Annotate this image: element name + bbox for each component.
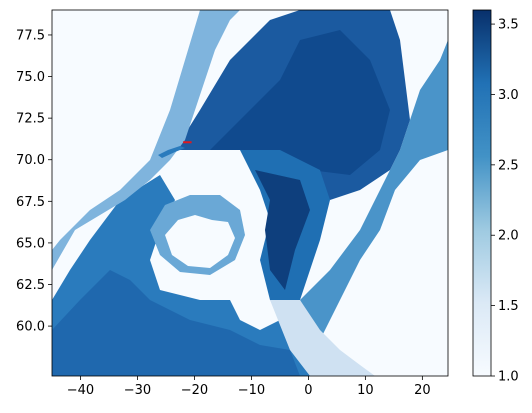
plot-frame xyxy=(51,9,449,377)
x-axis: −40 −30 −20 −10 0 10 20 xyxy=(67,376,431,398)
colorbar-tick-label: 3.5 xyxy=(498,18,519,33)
colorbar-tick-label: 2.0 xyxy=(498,229,519,244)
y-tick-label: 77.5 xyxy=(16,28,45,43)
colorbar-tick-label: 1.5 xyxy=(498,299,519,314)
x-tick-label: −20 xyxy=(181,383,208,398)
y-axis: 60.0 62.5 65.0 67.5 70.0 72.5 75.0 77.5 xyxy=(16,28,52,335)
colorbar-tick-label: 2.5 xyxy=(498,158,519,173)
y-tick-label: 70.0 xyxy=(16,153,45,168)
colorbar-tick-label: 3.0 xyxy=(498,88,519,103)
y-tick-label: 67.5 xyxy=(16,195,45,210)
colorbar-frame xyxy=(472,9,492,377)
heatmap-field xyxy=(52,10,448,376)
x-tick-label: −30 xyxy=(124,383,151,398)
y-tick-label: 62.5 xyxy=(16,278,45,293)
x-tick-label: −40 xyxy=(67,383,94,398)
x-tick-label: −10 xyxy=(238,383,265,398)
y-tick-label: 60.0 xyxy=(16,320,45,335)
x-tick-label: 20 xyxy=(414,383,431,398)
y-tick-label: 75.0 xyxy=(16,70,45,85)
x-tick-label: 0 xyxy=(304,383,312,398)
colorbar xyxy=(473,10,491,376)
y-tick-label: 65.0 xyxy=(16,236,45,251)
x-tick-label: 10 xyxy=(357,383,374,398)
colorbar-axis: 1.0 1.5 2.0 2.5 3.0 3.5 xyxy=(491,18,519,385)
colorbar-tick-label: 1.0 xyxy=(498,370,519,385)
y-tick-label: 72.5 xyxy=(16,112,45,127)
